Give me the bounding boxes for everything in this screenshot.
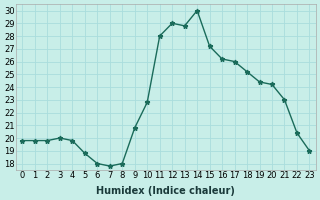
X-axis label: Humidex (Indice chaleur): Humidex (Indice chaleur) <box>97 186 236 196</box>
